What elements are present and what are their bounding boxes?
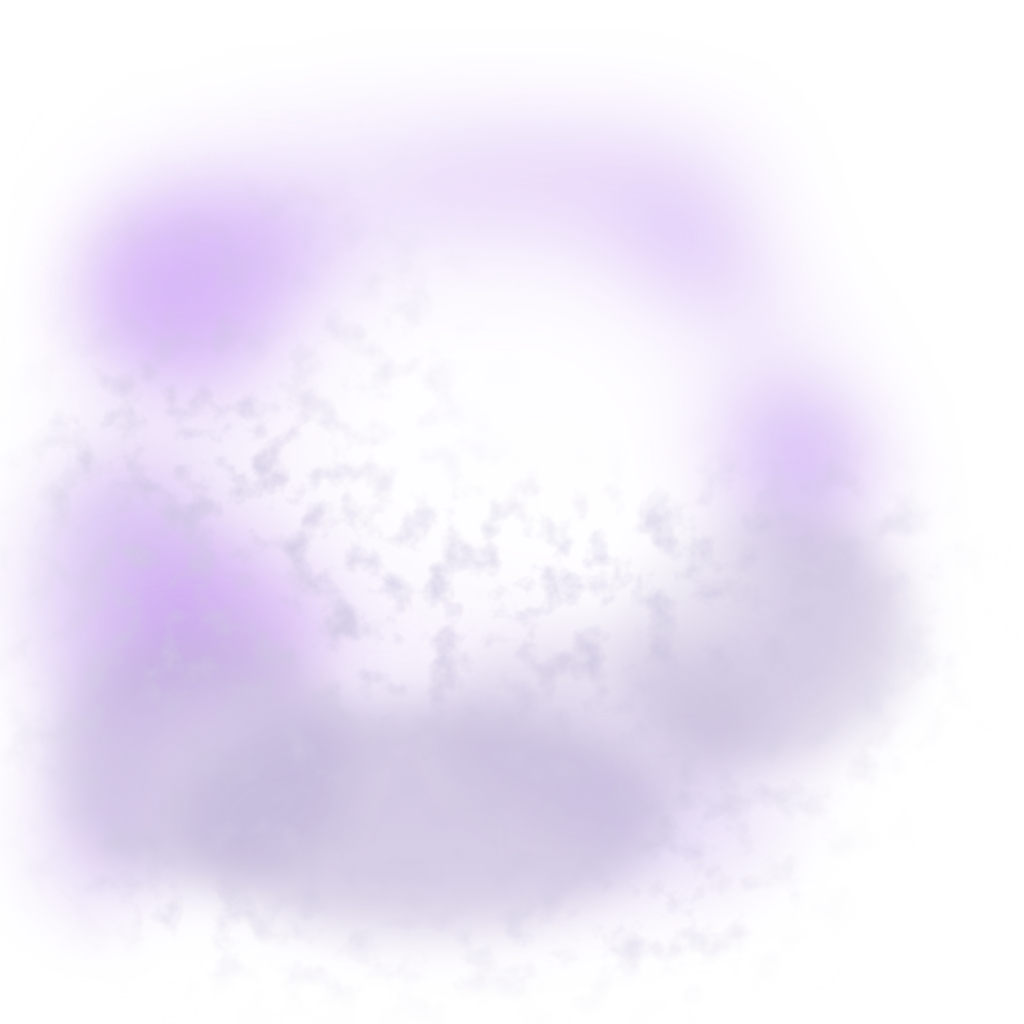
edge-fade (0, 0, 1024, 1024)
cloud-texture (0, 0, 1024, 1024)
cloud-texture-canvas (0, 0, 1024, 1024)
